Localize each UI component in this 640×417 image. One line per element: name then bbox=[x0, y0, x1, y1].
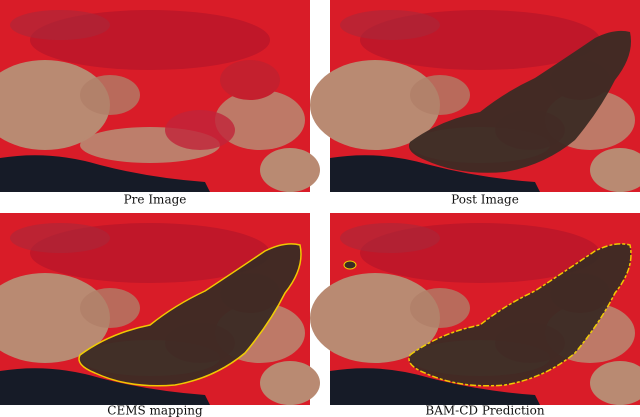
caption: CEMS mapping bbox=[107, 404, 203, 417]
caption: BAM-CD Prediction bbox=[425, 404, 544, 417]
caption: Post Image bbox=[451, 193, 519, 207]
image-post bbox=[310, 0, 640, 192]
image-prediction bbox=[310, 213, 640, 405]
image-cems bbox=[0, 213, 320, 405]
caption: Pre Image bbox=[124, 193, 187, 207]
image-pre bbox=[0, 0, 320, 192]
